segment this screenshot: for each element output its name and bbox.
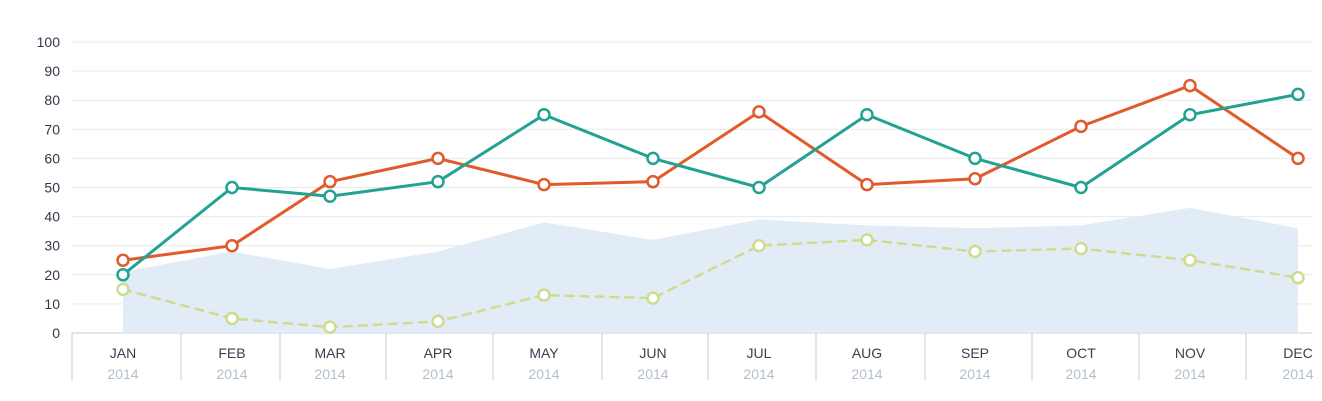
x-tick-label-month: SEP: [961, 345, 989, 361]
data-points: [116, 78, 1305, 334]
series-1-point-mar[interactable]: [323, 174, 337, 189]
series-2-point-feb[interactable]: [225, 180, 239, 195]
series-3-point-jul[interactable]: [752, 238, 766, 253]
line-series: [121, 84, 1300, 329]
series-2-point-nov[interactable]: [1183, 108, 1197, 122]
series-3-point-sep[interactable]: [968, 244, 982, 259]
series-2-point-oct[interactable]: [1074, 180, 1088, 195]
series-3-point-mar[interactable]: [323, 320, 337, 334]
series-line-2: [121, 92, 1300, 277]
series-3-point-may[interactable]: [537, 288, 551, 302]
y-tick-label: 50: [44, 180, 60, 196]
x-tick-label-year: 2014: [851, 366, 882, 382]
series-1-point-oct[interactable]: [1074, 119, 1088, 134]
x-tick-label-month: JUN: [639, 345, 666, 361]
y-tick-label: 70: [44, 121, 60, 137]
x-tick-label-month: AUG: [852, 345, 882, 361]
series-2-point-jan[interactable]: [116, 268, 130, 282]
x-tick-label-month: JUL: [747, 345, 772, 361]
x-tick-label-month: MAR: [314, 345, 345, 361]
y-tick-label: 60: [44, 150, 60, 166]
series-2-point-may[interactable]: [537, 108, 551, 122]
y-tick-label: 20: [44, 267, 60, 283]
x-tick-label-year: 2014: [107, 366, 138, 382]
series-line-1: [121, 84, 1300, 262]
y-tick-label: 80: [44, 92, 60, 108]
series-3-point-apr[interactable]: [431, 314, 445, 329]
series-3-point-dec[interactable]: [1291, 270, 1305, 285]
series-1-point-may[interactable]: [537, 177, 551, 192]
x-tick-label-month: APR: [424, 345, 453, 361]
y-tick-label: 0: [52, 325, 60, 341]
x-tick-label-month: DEC: [1283, 345, 1313, 361]
x-tick-label-month: FEB: [218, 345, 245, 361]
series-3-point-oct[interactable]: [1074, 241, 1088, 256]
y-tick-label: 10: [44, 296, 60, 312]
series-1-point-feb[interactable]: [225, 238, 239, 253]
y-tick-label: 100: [37, 34, 61, 50]
x-tick-label-year: 2014: [528, 366, 559, 382]
x-tick-label-year: 2014: [1282, 366, 1313, 382]
series-1-point-nov[interactable]: [1183, 78, 1197, 93]
series-3-point-jan[interactable]: [116, 282, 130, 297]
y-tick-label: 40: [44, 209, 60, 225]
x-tick-label-year: 2014: [422, 366, 453, 382]
series-1-point-jan[interactable]: [116, 253, 130, 267]
series-2-point-mar[interactable]: [323, 189, 337, 203]
series-2-point-jun[interactable]: [646, 151, 660, 166]
series-line-3: [121, 238, 1300, 329]
series-1-point-jun[interactable]: [646, 174, 660, 189]
x-tick-label-year: 2014: [959, 366, 990, 382]
x-tick-label-month: OCT: [1066, 345, 1096, 361]
series-2-point-sep[interactable]: [968, 151, 982, 166]
x-tick-label-month: MAY: [529, 345, 559, 361]
y-axis-labels: 0 10 20 30 40 50 60 70 80 90 100: [37, 34, 61, 341]
x-tick-label-year: 2014: [1065, 366, 1096, 382]
x-tick-label-year: 2014: [743, 366, 774, 382]
series-2-point-apr[interactable]: [431, 174, 445, 189]
x-tick-label-year: 2014: [637, 366, 668, 382]
series-2-point-dec[interactable]: [1291, 87, 1305, 102]
series-1-point-jul[interactable]: [752, 105, 766, 119]
series-2-point-aug[interactable]: [860, 108, 874, 122]
x-tick-label-month: JAN: [110, 345, 136, 361]
x-tick-label-year: 2014: [1174, 366, 1205, 382]
y-tick-label: 90: [44, 63, 60, 79]
series-2-point-jul[interactable]: [752, 180, 766, 195]
series-3-point-jun[interactable]: [646, 291, 660, 305]
series-3-point-aug[interactable]: [860, 233, 874, 247]
x-tick-label-month: NOV: [1175, 345, 1206, 361]
series-1-point-dec[interactable]: [1291, 151, 1305, 166]
series-1-point-apr[interactable]: [431, 151, 445, 166]
x-tick-label-year: 2014: [216, 366, 247, 382]
x-axis: JAN 2014 FEB 2014 MAR 2014 APR 2014 MAY 2014 JUN 20…: [71, 333, 1314, 382]
series-3-point-nov[interactable]: [1183, 253, 1197, 267]
x-tick-label-year: 2014: [314, 366, 345, 382]
series-3-point-feb[interactable]: [225, 311, 239, 326]
y-tick-label: 30: [44, 238, 60, 254]
series-1-point-sep[interactable]: [968, 172, 982, 186]
series-1-point-aug[interactable]: [860, 177, 874, 192]
